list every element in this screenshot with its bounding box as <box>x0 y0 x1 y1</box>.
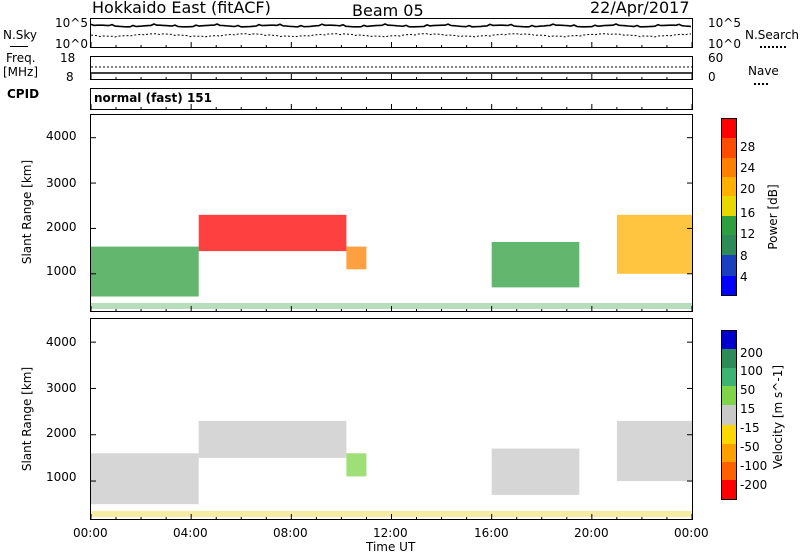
power-echo-region-0 <box>91 246 199 297</box>
noise-search-trace <box>90 33 692 38</box>
velocity-cbar-tick-100: 100 <box>740 364 763 378</box>
noise-search-label: N.Search <box>745 28 800 42</box>
power-echo-region-3 <box>491 242 580 288</box>
xtick-16: 16:00 <box>474 526 509 540</box>
noise-right-tick-bottom: 10^0 <box>708 37 741 51</box>
power-cbar-tick-4: 4 <box>740 270 748 284</box>
velocity-ytick-1000: 1000 <box>46 470 77 484</box>
power-cbar-tick-12: 12 <box>740 227 756 241</box>
power-echo-region-4 <box>616 214 692 274</box>
nave-legend-line <box>754 83 768 85</box>
noise-search-legend-line <box>760 46 786 48</box>
power-ytick-2000: 2000 <box>46 220 77 234</box>
noise-left-tick-top: 10^5 <box>55 16 88 30</box>
power-cbar-tick-20: 20 <box>740 182 756 196</box>
cpid-label: CPID <box>7 87 40 101</box>
date-title: 22/Apr/2017 <box>590 0 690 17</box>
velocity-cbar-tick-minus200: -200 <box>740 478 768 492</box>
freq-unit-label: [MHz] <box>3 65 39 79</box>
power-echo-region-1 <box>198 214 347 252</box>
beam-title: Beam 05 <box>352 1 424 20</box>
power-ytick-3000: 3000 <box>46 176 77 190</box>
velocity-echo-region-3 <box>491 448 580 495</box>
power-cbar-tick-28: 28 <box>740 140 756 154</box>
noise-right-tick-top: 10^5 <box>708 16 741 30</box>
freq-label: Freq. <box>6 51 36 65</box>
velocity-echo-region-4 <box>616 420 692 482</box>
power-ytick-4000: 4000 <box>46 129 77 143</box>
velocity-echo-region-0 <box>91 453 199 505</box>
power-cbar-tick-16: 16 <box>740 206 756 220</box>
velocity-ytick-2000: 2000 <box>46 426 77 440</box>
power-ytick-1000: 1000 <box>46 264 77 278</box>
velocity-cbar-tick-50: 50 <box>740 383 756 397</box>
xtick-12: 12:00 <box>373 526 408 540</box>
nave-tick-bottom: 0 <box>708 70 716 84</box>
xtick-08: 08:00 <box>273 526 308 540</box>
noise-sky-trace <box>90 23 692 28</box>
noise-left-tick-bottom: 10^0 <box>55 37 88 51</box>
freq-tick-top: 18 <box>60 51 76 65</box>
xtick-20: 20:00 <box>574 526 609 540</box>
noise-sky-label: N.Sky <box>3 28 38 42</box>
station-title: Hokkaido East (fitACF) <box>92 0 271 17</box>
power-echo-region-2 <box>346 246 367 270</box>
power-colorbar <box>721 118 737 296</box>
velocity-cbar-tick-15: 15 <box>740 402 756 416</box>
power-cbar-tick-8: 8 <box>740 249 748 263</box>
xtick-24: 00:00 <box>674 526 709 540</box>
velocity-cbar-tick-minus15: -15 <box>740 421 760 435</box>
velocity-echo-region-1 <box>198 420 347 458</box>
velocity-colorbar <box>721 330 737 500</box>
x-axis-label: Time UT <box>366 540 416 554</box>
velocity-cbar-tick-minus50: -50 <box>740 440 760 454</box>
velocity-cbar-tick-200: 200 <box>740 346 763 360</box>
velocity-ytick-4000: 4000 <box>46 335 77 349</box>
xtick-04: 04:00 <box>173 526 208 540</box>
freq-tick-bottom: 8 <box>66 70 74 84</box>
velocity-cbar-tick-minus100: -100 <box>740 459 768 473</box>
cpid-text: normal (fast) 151 <box>94 91 212 105</box>
nave-label: Nave <box>748 64 779 78</box>
nave-tick-top: 60 <box>708 51 724 65</box>
power-cbar-tick-24: 24 <box>740 161 756 175</box>
velocity-ytick-3000: 3000 <box>46 381 77 395</box>
noise-sky-legend-line <box>10 46 28 47</box>
velocity-echo-region-2 <box>346 453 367 477</box>
xtick-00: 00:00 <box>73 526 108 540</box>
